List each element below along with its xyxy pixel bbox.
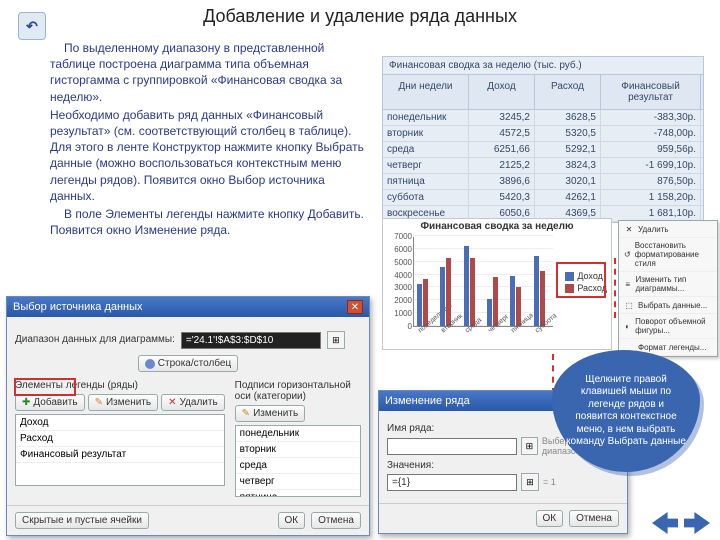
table-cell: 3628,5 (535, 110, 601, 125)
th-expense: Расход (535, 75, 601, 109)
table-cell: -383,30р. (601, 110, 701, 125)
cancel-button[interactable]: Отмена (311, 512, 361, 529)
hidden-cells-button[interactable]: Скрытые и пустые ячейки (15, 512, 149, 529)
table-caption: Финансовая сводка за неделю (тыс. руб.) (383, 57, 703, 75)
hint-text: = 1 (543, 477, 556, 487)
table-cell: среда (383, 142, 469, 157)
table-cell: 3020,1 (535, 174, 601, 189)
list-item[interactable]: Финансовый результат (16, 447, 224, 463)
add-series-button[interactable]: ✚Добавить (15, 394, 85, 411)
chart-plot: 01000200030004000500060007000понедельник… (413, 237, 553, 327)
close-icon[interactable]: ✕ (347, 300, 363, 314)
connector-line (552, 354, 554, 394)
ok-button[interactable]: ОК (536, 510, 564, 527)
table-cell: -1 699,10р. (601, 158, 701, 173)
th-income: Доход (469, 75, 535, 109)
table-row: пятница3896,63020,1876,50р. (383, 174, 703, 190)
instruction-text: По выделенному диапазону в представленно… (50, 40, 370, 240)
paragraph: По выделенному диапазону в представленно… (50, 40, 370, 105)
series-listbox[interactable]: ДоходРасходФинансовый результат (15, 414, 225, 486)
context-menu-item[interactable]: ⬚Выбрать данные... (619, 297, 717, 314)
add-button-highlight (14, 378, 76, 396)
series-values-input[interactable] (387, 474, 517, 491)
range-picker-icon[interactable]: ⊞ (521, 437, 538, 455)
table-cell: пятница (383, 174, 469, 189)
context-menu: ✕Удалить↺Восстановить форматирование сти… (618, 220, 718, 357)
table-row: понедельник3245,23628,5-383,30р. (383, 110, 703, 126)
table-cell: 876,50р. (601, 174, 701, 189)
list-item[interactable]: четверг (236, 474, 360, 490)
table-cell: 6251,66 (469, 142, 535, 157)
table-cell: -748,00р. (601, 126, 701, 141)
delete-series-button[interactable]: ✕Удалить (161, 394, 225, 411)
table-cell: вторник (383, 126, 469, 141)
table-cell: четверг (383, 158, 469, 173)
range-label: Диапазон данных для диаграммы: (15, 334, 175, 345)
table-cell: суббота (383, 190, 469, 205)
paragraph: В поле Элементы легенды нажмите кнопку Д… (50, 206, 370, 238)
swap-row-col-button[interactable]: Строка/столбец (138, 355, 238, 372)
edit-axis-button[interactable]: ✎Изменить (235, 405, 306, 422)
table-row: суббота5420,34262,11 158,20р. (383, 190, 703, 206)
context-menu-item[interactable]: ◐Поворот объемной фигуры... (619, 314, 717, 339)
table-row: среда6251,665292,1959,56р. (383, 142, 703, 158)
table-cell: 1 158,20р. (601, 190, 701, 205)
th-day: Дни недели (383, 75, 469, 109)
next-slide-button[interactable] (684, 512, 710, 534)
cancel-button[interactable]: Отмена (569, 510, 619, 527)
table-cell: 4262,1 (535, 190, 601, 205)
list-item[interactable]: вторник (236, 442, 360, 458)
chart-range-input[interactable] (181, 332, 321, 349)
context-menu-item[interactable]: ✕Удалить (619, 221, 717, 238)
series-values-label: Значения: (387, 460, 619, 471)
table-row: четверг2125,23824,3-1 699,10р. (383, 158, 703, 174)
table-cell: 3896,6 (469, 174, 535, 189)
series-name-input[interactable] (387, 438, 517, 455)
table-cell: понедельник (383, 110, 469, 125)
table-cell: 959,56р. (601, 142, 701, 157)
edit-series-button[interactable]: ✎Изменить (88, 394, 159, 411)
list-item[interactable]: пятница (236, 490, 360, 497)
list-item[interactable]: среда (236, 458, 360, 474)
category-listbox[interactable]: понедельниквторниксредачетвергпятница (235, 425, 361, 497)
dialog-title: Выбор источника данных (13, 301, 143, 313)
table-cell: 2125,2 (469, 158, 535, 173)
ok-button[interactable]: ОК (278, 512, 306, 529)
range-picker-icon[interactable]: ⊞ (327, 331, 345, 349)
dialog-title: Изменение ряда (385, 395, 470, 407)
table-cell: 1 681,10р. (601, 206, 701, 221)
th-result: Финансовый результат (601, 75, 701, 109)
paragraph: Необходимо добавить ряд данных «Финансов… (50, 107, 370, 204)
table-cell: 5320,5 (535, 126, 601, 141)
chart-title: Финансовая сводка за неделю (383, 219, 611, 234)
legend-selection-highlight (556, 262, 606, 298)
table-cell: 3824,3 (535, 158, 601, 173)
context-menu-item[interactable]: ≡Изменить тип диаграммы... (619, 272, 717, 297)
list-item[interactable]: понедельник (236, 426, 360, 442)
slide-nav (652, 512, 710, 534)
axis-labels-label: Подписи горизонтальной оси (категории) (235, 380, 361, 402)
page-title: Добавление и удаление ряда данных (0, 6, 720, 27)
context-menu-item[interactable]: ↺Восстановить форматирование стиля (619, 238, 717, 272)
table-cell: 4572,5 (469, 126, 535, 141)
table-cell: 5292,1 (535, 142, 601, 157)
list-item[interactable]: Доход (16, 415, 224, 431)
table-row: вторник4572,55320,5-748,00р. (383, 126, 703, 142)
table-header: Дни недели Доход Расход Финансовый резул… (383, 75, 703, 110)
prev-slide-button[interactable] (652, 512, 678, 534)
list-item[interactable]: Расход (16, 431, 224, 447)
select-data-source-dialog: Выбор источника данных ✕ Диапазон данных… (6, 296, 370, 536)
financial-table: Финансовая сводка за неделю (тыс. руб.) … (382, 56, 704, 223)
table-cell: 5420,3 (469, 190, 535, 205)
connector-line (614, 258, 616, 318)
table-cell: 3245,2 (469, 110, 535, 125)
range-picker-icon[interactable]: ⊞ (521, 473, 539, 491)
